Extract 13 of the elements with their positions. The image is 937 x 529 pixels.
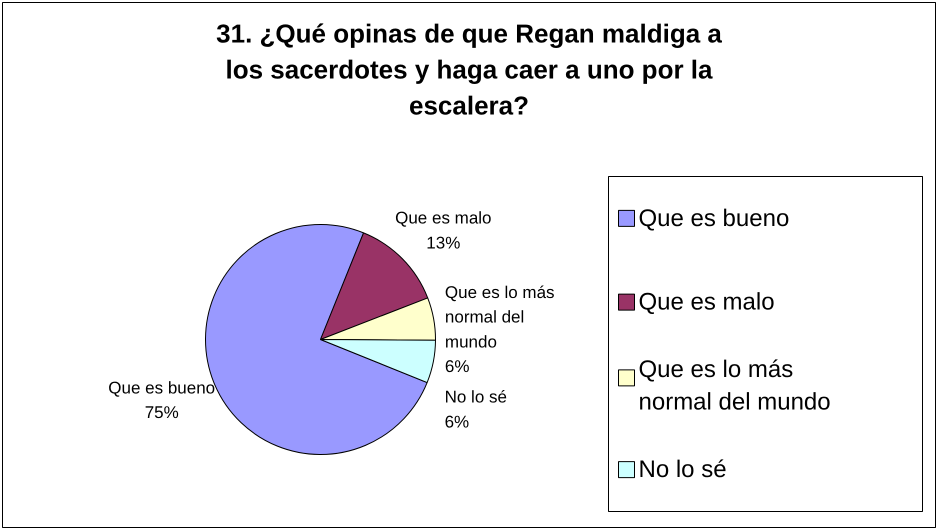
slice-label: Que es lo más normal del mundo — [444, 282, 555, 352]
legend-label: Que es lo más normal del mundo — [638, 356, 831, 416]
slice-label: Que es malo — [395, 208, 492, 228]
data-label: 75% — [144, 403, 179, 422]
chart-title: 31. ¿Qué opinas de que Regan maldiga a los sacerdotes y haga caer a uno por la escalera? — [216, 18, 722, 120]
slice-label: Que es bueno — [108, 378, 216, 398]
data-label: 6% — [444, 357, 470, 376]
legend-label: Que es malo — [638, 288, 775, 316]
legend-label: Que es bueno — [638, 204, 790, 232]
legend-label: No lo sé — [638, 456, 727, 484]
data-label: 13% — [426, 233, 460, 252]
slice-label: No lo sé — [444, 388, 507, 407]
data-label: 6% — [444, 412, 470, 432]
